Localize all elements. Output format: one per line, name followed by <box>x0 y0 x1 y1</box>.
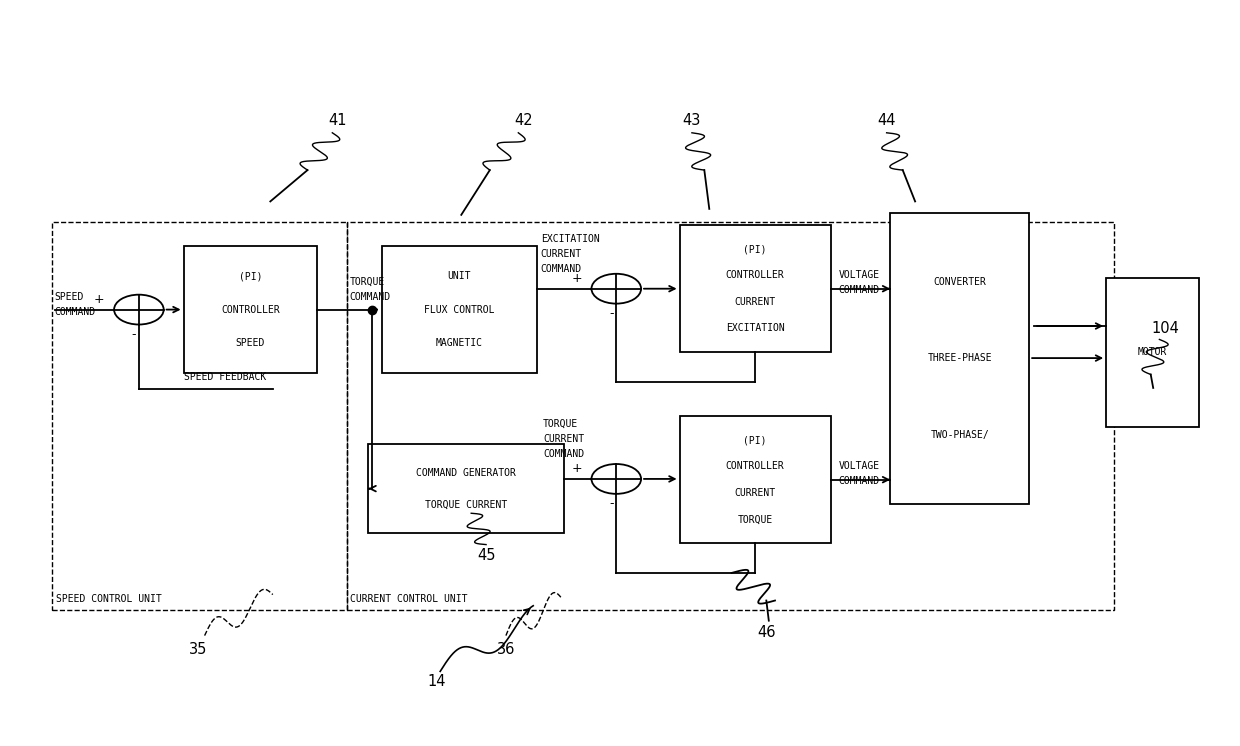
Circle shape <box>591 464 641 494</box>
Text: MAGNETIC: MAGNETIC <box>436 338 482 348</box>
FancyBboxPatch shape <box>680 416 831 543</box>
FancyBboxPatch shape <box>382 246 537 373</box>
Text: -: - <box>609 497 614 510</box>
Text: COMMAND: COMMAND <box>543 448 584 459</box>
Text: CONTROLLER: CONTROLLER <box>725 462 785 471</box>
Text: CURRENT: CURRENT <box>734 488 776 498</box>
Text: CONTROLLER: CONTROLLER <box>725 271 785 280</box>
Text: TORQUE: TORQUE <box>738 514 773 524</box>
Text: 44: 44 <box>878 113 895 128</box>
Text: SPEED CONTROL UNIT: SPEED CONTROL UNIT <box>56 595 161 604</box>
Text: VOLTAGE: VOLTAGE <box>838 461 879 471</box>
Text: TORQUE CURRENT: TORQUE CURRENT <box>425 500 507 510</box>
Text: 104: 104 <box>1152 321 1179 336</box>
Text: SPEED FEEDBACK: SPEED FEEDBACK <box>184 372 265 382</box>
Text: 41: 41 <box>329 113 346 128</box>
Text: (PI): (PI) <box>239 272 262 281</box>
Text: SPEED: SPEED <box>55 292 84 302</box>
Text: 36: 36 <box>497 642 515 656</box>
Text: +: + <box>572 272 582 285</box>
Text: 35: 35 <box>190 642 207 656</box>
Text: +: + <box>94 292 104 306</box>
Text: TORQUE: TORQUE <box>350 277 384 287</box>
Text: COMMAND: COMMAND <box>541 263 582 274</box>
FancyBboxPatch shape <box>368 444 564 533</box>
Text: THREE-PHASE: THREE-PHASE <box>928 353 992 363</box>
Text: (PI): (PI) <box>744 435 766 445</box>
Text: 14: 14 <box>428 674 445 689</box>
Text: -: - <box>131 327 136 341</box>
Text: COMMAND GENERATOR: COMMAND GENERATOR <box>417 468 516 477</box>
Text: 43: 43 <box>683 113 701 128</box>
Text: COMMAND: COMMAND <box>838 285 879 295</box>
Text: CURRENT: CURRENT <box>541 248 582 259</box>
Text: +: + <box>572 462 582 475</box>
Circle shape <box>591 274 641 304</box>
Text: UNIT: UNIT <box>448 272 471 281</box>
FancyBboxPatch shape <box>184 246 317 373</box>
FancyBboxPatch shape <box>1106 278 1199 427</box>
Text: VOLTAGE: VOLTAGE <box>838 270 879 280</box>
Text: EXCITATION: EXCITATION <box>725 323 785 333</box>
Text: 42: 42 <box>513 113 533 128</box>
Text: FLUX CONTROL: FLUX CONTROL <box>424 304 495 315</box>
Text: -: - <box>609 307 614 320</box>
Text: COMMAND: COMMAND <box>55 307 95 317</box>
FancyBboxPatch shape <box>890 213 1029 504</box>
Text: COMMAND: COMMAND <box>838 476 879 486</box>
Text: CURRENT: CURRENT <box>734 297 776 307</box>
Text: TWO-PHASE/: TWO-PHASE/ <box>930 430 990 439</box>
Text: SPEED: SPEED <box>236 338 265 348</box>
Text: (PI): (PI) <box>744 244 766 254</box>
Text: CONVERTER: CONVERTER <box>934 277 986 286</box>
Text: 45: 45 <box>477 548 495 563</box>
Text: TORQUE: TORQUE <box>543 419 578 429</box>
Text: MOTOR: MOTOR <box>1138 347 1167 357</box>
Text: CONTROLLER: CONTROLLER <box>221 304 280 315</box>
Text: 46: 46 <box>758 625 775 640</box>
Text: EXCITATION: EXCITATION <box>541 233 599 244</box>
Circle shape <box>114 295 164 325</box>
Text: COMMAND: COMMAND <box>350 292 391 302</box>
Text: CURRENT: CURRENT <box>543 433 584 444</box>
Text: CURRENT CONTROL UNIT: CURRENT CONTROL UNIT <box>350 595 467 604</box>
FancyBboxPatch shape <box>680 225 831 352</box>
